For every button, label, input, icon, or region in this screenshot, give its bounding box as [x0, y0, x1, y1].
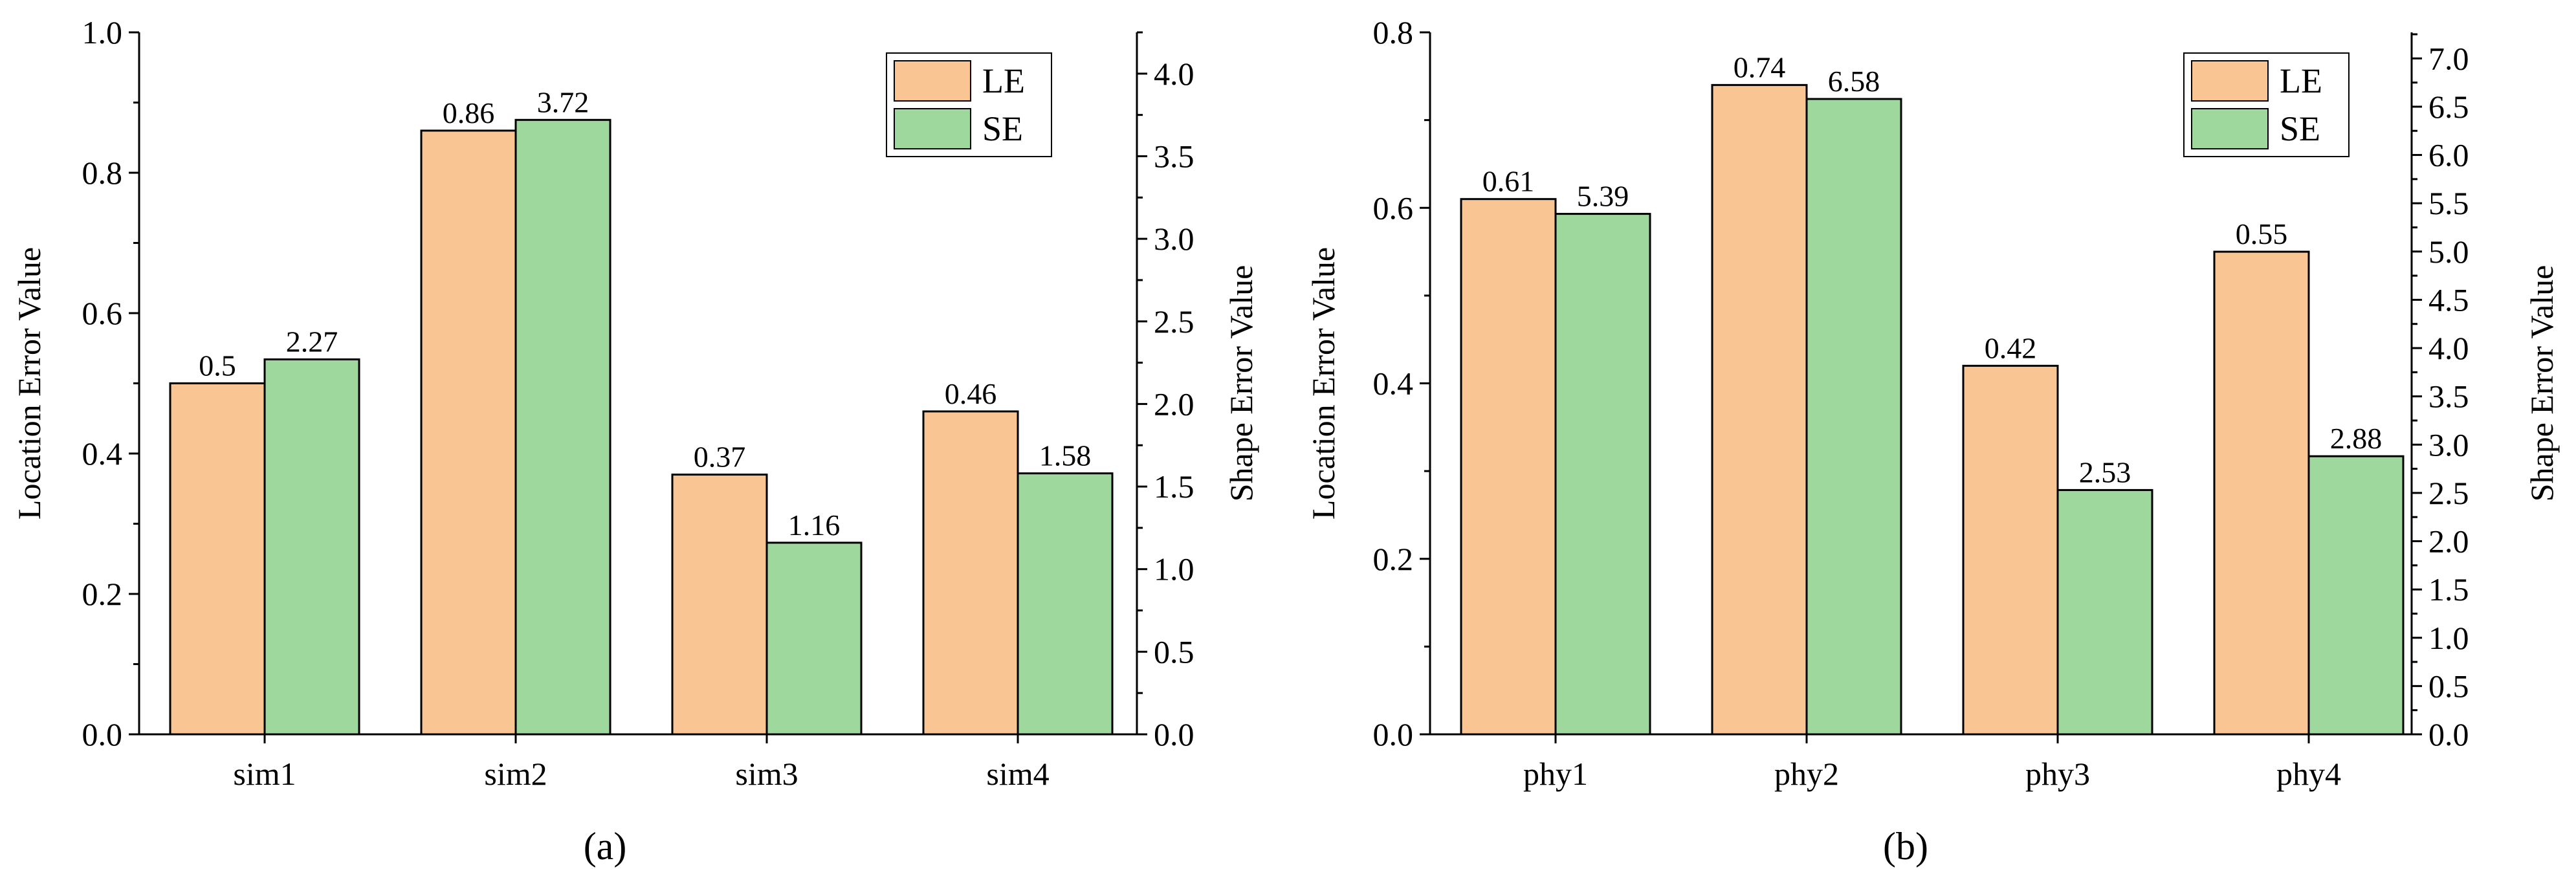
bar-se-sim2	[514, 118, 611, 736]
bar-se-phy4	[2307, 455, 2405, 736]
legend-label-le: LE	[982, 61, 1025, 100]
legend: LE SE	[2183, 52, 2350, 157]
bar-se-sim3	[765, 542, 863, 736]
legend-label-se: SE	[2280, 109, 2320, 148]
y-right-tick-label: 5.0	[2428, 234, 2469, 270]
data-label-le-sim4: 0.46	[945, 377, 997, 410]
y-right-tick-label: 2.5	[2428, 475, 2469, 511]
x-tick-label-phy4: phy4	[2276, 756, 2341, 792]
y-left-tick-label: 0.0	[1373, 716, 1414, 752]
y-right-tick-label: 2.5	[1154, 303, 1194, 340]
bar-le-sim3	[671, 474, 768, 736]
y-left-tick-label: 0.2	[1373, 541, 1414, 577]
data-label-se-sim3: 1.16	[788, 509, 841, 542]
data-label-le-phy1: 0.61	[1482, 165, 1535, 198]
bar-le-phy1	[1460, 198, 1557, 736]
data-label-se-phy3: 2.53	[2079, 455, 2131, 488]
bar-le-sim2	[420, 129, 517, 736]
data-label-se-phy1: 5.39	[1577, 180, 1629, 213]
y-left-tick-label: 0.6	[1373, 190, 1414, 226]
y-right-tick-label: 5.5	[2428, 185, 2469, 221]
y-right-tick-label: 0.0	[1154, 716, 1194, 752]
data-label-le-sim2: 0.86	[443, 96, 495, 129]
y-right-tick-label: 2.0	[2428, 523, 2469, 560]
x-tick-label-phy2: phy2	[1774, 756, 1839, 792]
bar-le-phy4	[2213, 250, 2310, 736]
y-right-tick-label: 4.0	[1154, 56, 1194, 92]
y-right-tick-label: 6.0	[2428, 137, 2469, 173]
bar-le-sim1	[169, 382, 266, 736]
y-right-tick-label: 1.0	[2428, 620, 2469, 656]
data-label-le-sim1: 0.5	[199, 349, 236, 382]
data-label-se-phy4: 2.88	[2330, 422, 2383, 455]
y-left-tick-label: 0.4	[82, 435, 123, 472]
y-right-tick-label: 2.0	[1154, 386, 1194, 422]
y-right-tick-label: 3.0	[1154, 221, 1194, 257]
panel-caption: (b)	[1883, 825, 1928, 868]
bar-le-phy3	[1962, 364, 2059, 736]
y-right-tick-label: 3.5	[2428, 378, 2469, 415]
legend: LE SE	[886, 52, 1052, 157]
data-label-se-phy2: 6.58	[1828, 65, 1880, 98]
bar-se-phy2	[1805, 98, 1902, 736]
bar-se-sim1	[263, 358, 360, 736]
y-right-tick-label: 4.5	[2428, 281, 2469, 318]
y-right-tick-label: 1.5	[2428, 571, 2469, 608]
data-label-le-phy3: 0.42	[1985, 331, 2037, 364]
legend-swatch-se	[894, 108, 971, 149]
x-tick-label-sim1: sim1	[233, 756, 296, 792]
legend-swatch-le	[894, 60, 971, 102]
bar-le-phy2	[1711, 83, 1808, 736]
y-right-axis-title: Shape Error Value	[2524, 265, 2560, 502]
data-label-le-sim3: 0.37	[694, 441, 746, 474]
y-left-tick-label: 0.8	[1373, 14, 1414, 50]
panel-caption: (a)	[584, 825, 627, 868]
legend-label-le: LE	[2280, 61, 2322, 100]
y-left-tick-label: 0.2	[82, 576, 123, 612]
y-right-tick-label: 7.0	[2428, 40, 2469, 76]
y-right-tick-label: 3.0	[2428, 426, 2469, 463]
y-right-tick-label: 0.5	[1154, 633, 1194, 670]
legend-swatch-le	[2191, 60, 2269, 102]
legend-swatch-se	[2191, 108, 2269, 149]
data-label-se-sim2: 3.72	[537, 85, 589, 118]
y-right-tick-label: 0.5	[2428, 668, 2469, 704]
y-right-tick-label: 1.0	[1154, 551, 1194, 587]
bar-le-sim4	[922, 410, 1019, 736]
bar-se-phy1	[1554, 213, 1651, 736]
data-label-le-phy2: 0.74	[1734, 50, 1786, 83]
y-left-tick-label: 0.8	[82, 155, 123, 191]
y-left-axis-title: Location Error Value	[1305, 247, 1341, 520]
x-tick-label-sim4: sim4	[986, 756, 1049, 792]
bar-se-phy3	[2056, 488, 2153, 736]
chart-panel-a: 0.5 2.27 sim1 0.86 3.72 sim2 0.37 1.16 sim3 0.46 1…	[11, 14, 1259, 868]
x-tick-label-sim3: sim3	[735, 756, 798, 792]
data-label-se-sim4: 1.58	[1039, 439, 1092, 472]
data-label-se-sim1: 2.27	[286, 325, 338, 358]
y-left-axis-title: Location Error Value	[11, 247, 47, 520]
x-tick-label-sim2: sim2	[484, 756, 547, 792]
legend-label-se: SE	[982, 109, 1023, 148]
y-right-tick-label: 6.5	[2428, 89, 2469, 125]
y-right-tick-label: 1.5	[1154, 468, 1194, 505]
y-left-tick-label: 0.0	[82, 716, 123, 752]
y-right-tick-label: 4.0	[2428, 330, 2469, 366]
bar-se-sim4	[1017, 472, 1114, 736]
y-right-tick-label: 3.5	[1154, 138, 1194, 174]
data-label-le-phy4: 0.55	[2236, 217, 2288, 250]
y-right-tick-label: 0.0	[2428, 716, 2469, 752]
y-left-tick-label: 0.4	[1373, 366, 1414, 402]
y-left-tick-label: 1.0	[82, 14, 123, 50]
x-tick-label-phy1: phy1	[1523, 756, 1588, 792]
y-right-axis-title: Shape Error Value	[1223, 265, 1259, 502]
x-tick-label-phy3: phy3	[2025, 756, 2090, 792]
y-left-tick-label: 0.6	[82, 295, 123, 331]
